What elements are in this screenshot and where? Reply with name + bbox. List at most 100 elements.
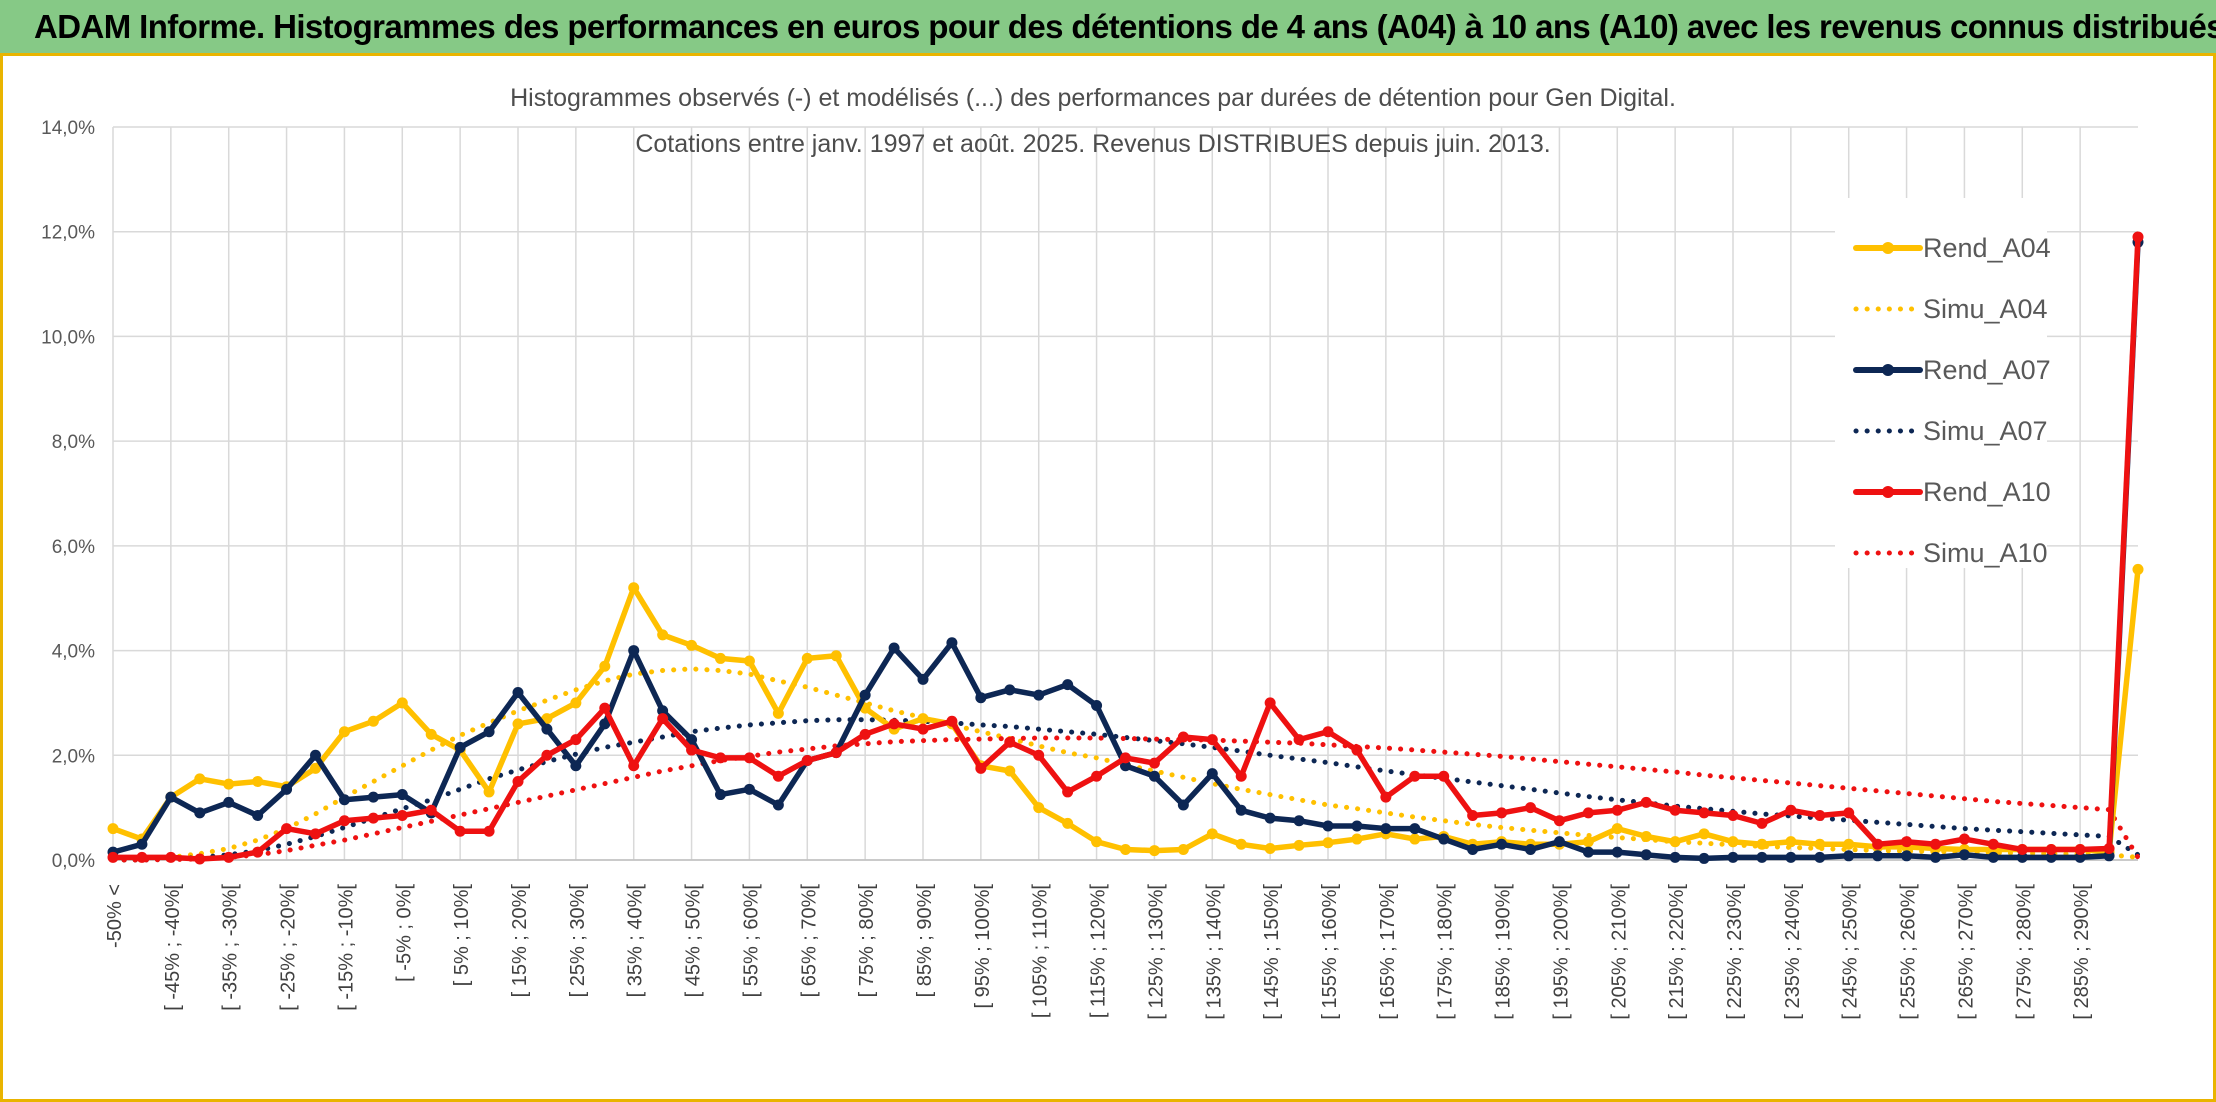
point-rend-a10 — [888, 718, 900, 730]
point-rend-a10 — [396, 809, 408, 821]
point-rend-a07 — [1987, 851, 1999, 863]
point-rend-a07 — [1756, 851, 1768, 863]
point-rend-a04 — [1322, 837, 1334, 849]
point-rend-a04 — [252, 775, 264, 787]
series-line-simu-a04 — [110, 666, 2141, 863]
x-tick-label: [ 255% ; 260%[ — [1898, 884, 1920, 1020]
point-rend-a10 — [772, 770, 784, 782]
point-rend-a07 — [657, 705, 669, 717]
point-rend-a04 — [1206, 828, 1218, 840]
point-rend-a10 — [1033, 749, 1045, 761]
point-rend-a07 — [1553, 836, 1565, 848]
point-rend-a07 — [1235, 804, 1247, 816]
x-tick-label: [ 125% ; 130%[ — [1145, 884, 1167, 1020]
point-rend-a10 — [1872, 838, 1884, 850]
x-tick-label: [ -5% ; 0%[ — [393, 884, 415, 982]
point-rend-a04 — [1698, 828, 1710, 840]
point-rend-a07 — [367, 791, 379, 803]
point-rend-a07 — [281, 783, 293, 795]
point-rend-a04 — [107, 823, 119, 835]
x-tick-label: [ 45% ; 50%[ — [683, 884, 705, 998]
x-tick-label: [ 155% ; 160%[ — [1319, 884, 1341, 1020]
point-rend-a04 — [310, 762, 321, 774]
point-rend-a10 — [1293, 734, 1305, 746]
point-rend-a10 — [512, 775, 524, 787]
point-rend-a10 — [1843, 807, 1855, 819]
point-rend-a07 — [1033, 689, 1045, 701]
point-rend-a04 — [1264, 842, 1276, 854]
point-rend-a04 — [830, 650, 842, 662]
point-rend-a10 — [801, 755, 813, 767]
point-rend-a10 — [917, 723, 929, 735]
point-rend-a04 — [1843, 838, 1855, 850]
point-rend-a10 — [1235, 770, 1247, 782]
point-rend-a07 — [1611, 846, 1623, 858]
point-rend-a07 — [136, 838, 148, 850]
performance-chart: 0,0% 2,0% 4,0% 6,0% 8,0% 10,0% 12,0% 14,0% -50%… — [41, 84, 2144, 1020]
x-tick-label: [ 185% ; 190%[ — [1493, 884, 1515, 1020]
point-rend-a10 — [1496, 807, 1508, 819]
y-tick-label: 0,0% — [52, 851, 95, 872]
point-rend-a10 — [628, 760, 640, 772]
point-rend-a10 — [570, 734, 582, 746]
point-rend-a10 — [454, 825, 466, 837]
x-tick-label: [ -15% ; -10%[ — [335, 884, 357, 1011]
point-rend-a10 — [2132, 231, 2144, 243]
point-rend-a10 — [165, 851, 177, 863]
point-rend-a10 — [1611, 804, 1623, 816]
point-rend-a10 — [1062, 786, 1074, 798]
point-rend-a04 — [1640, 830, 1652, 842]
point-rend-a07 — [570, 760, 582, 772]
point-rend-a04 — [425, 728, 437, 740]
point-rend-a07 — [888, 642, 900, 654]
point-rend-a04 — [1814, 838, 1826, 850]
point-rend-a04 — [2132, 563, 2144, 575]
x-tick-label: [ 95% ; 100%[ — [972, 884, 994, 1009]
point-rend-a10 — [310, 828, 321, 840]
point-rend-a07 — [1698, 852, 1710, 864]
x-tick-label: [ 135% ; 140%[ — [1203, 884, 1225, 1020]
x-tick-label: -50% < — [104, 884, 126, 948]
point-rend-a07 — [859, 689, 871, 701]
point-rend-a07 — [165, 791, 177, 803]
point-rend-a07 — [1206, 768, 1218, 780]
point-rend-a04 — [1033, 802, 1045, 814]
point-rend-a07 — [1582, 846, 1594, 858]
x-tick-label: [ 15% ; 20%[ — [509, 884, 531, 998]
x-tick-label: [ -25% ; -20%[ — [278, 884, 300, 1011]
point-rend-a10 — [1467, 809, 1479, 821]
point-rend-a07 — [1496, 838, 1508, 850]
point-rend-a10 — [425, 804, 437, 816]
point-rend-a07 — [743, 783, 755, 795]
point-rend-a10 — [1264, 697, 1276, 709]
chart-subtitle: Cotations entre janv. 1997 et août. 2025… — [635, 130, 1550, 158]
point-rend-a10 — [1438, 770, 1450, 782]
point-rend-a10 — [252, 846, 264, 858]
point-rend-a04 — [1582, 836, 1594, 848]
point-rend-a07 — [1177, 799, 1189, 811]
x-tick-label: [ 175% ; 180%[ — [1435, 884, 1457, 1020]
x-tick-label: [ 5% ; 10%[ — [451, 884, 473, 987]
point-rend-a04 — [801, 652, 813, 664]
point-rend-a10 — [136, 851, 148, 863]
point-rend-a07 — [1843, 850, 1855, 862]
point-rend-a07 — [1640, 849, 1652, 861]
x-tick-label: [ 205% ; 210%[ — [1608, 884, 1630, 1020]
point-rend-a10 — [686, 744, 698, 756]
point-rend-a07 — [1727, 851, 1739, 863]
point-rend-a10 — [367, 812, 379, 824]
point-rend-a04 — [1091, 836, 1103, 848]
point-rend-a10 — [1206, 734, 1218, 746]
point-rend-a07 — [1293, 815, 1305, 827]
point-rend-a07 — [1814, 851, 1826, 863]
legend-marker — [1882, 242, 1894, 254]
point-rend-a07 — [599, 718, 611, 730]
point-rend-a07 — [541, 723, 553, 735]
point-rend-a10 — [1091, 770, 1103, 782]
point-rend-a07 — [1958, 849, 1970, 861]
point-rend-a10 — [1120, 752, 1131, 764]
y-tick-label: 10,0% — [41, 327, 95, 348]
point-rend-a07 — [512, 686, 524, 698]
point-rend-a10 — [1698, 807, 1710, 819]
x-tick-label: [ 195% ; 200%[ — [1550, 884, 1572, 1020]
